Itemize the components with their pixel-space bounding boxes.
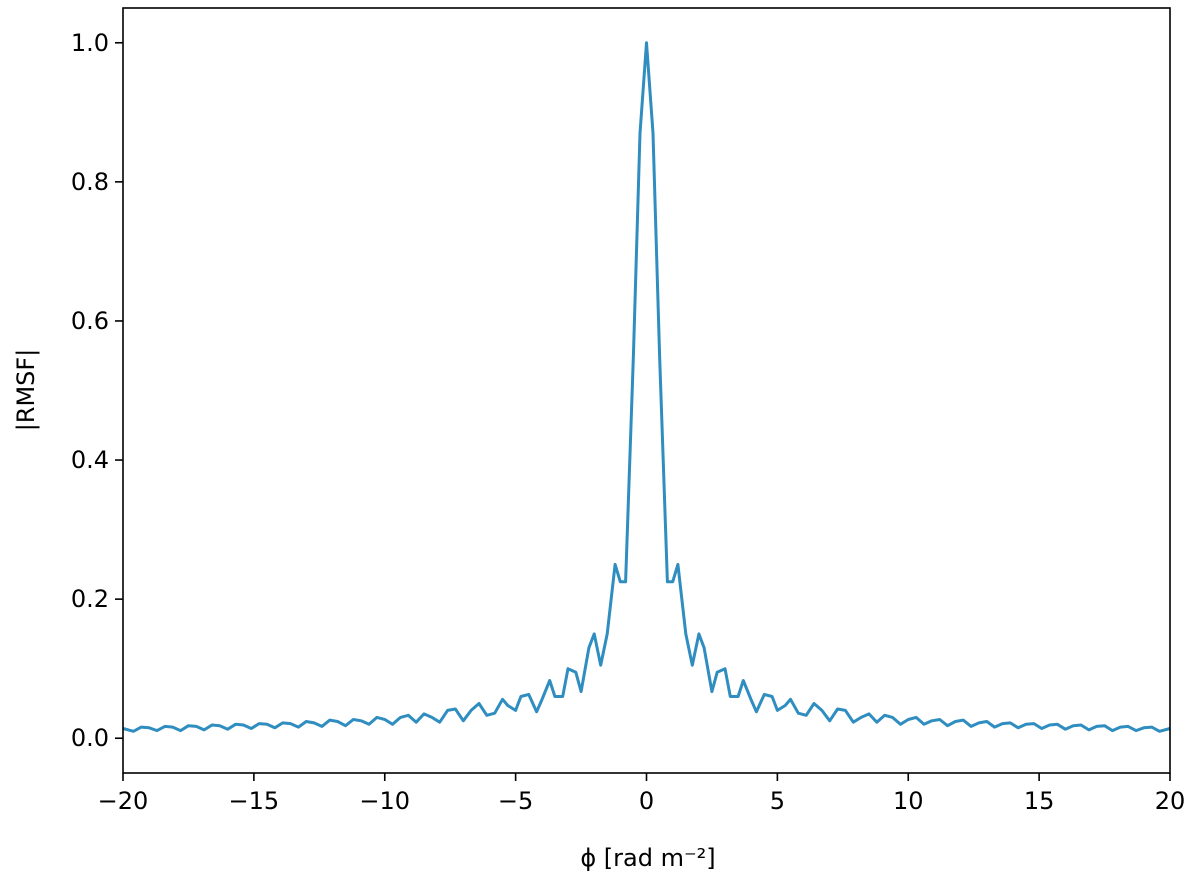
x-tick-label: 5	[770, 787, 785, 815]
x-tick-label: 15	[1024, 787, 1055, 815]
y-tick-label: 1.0	[71, 29, 109, 57]
y-tick-label: 0.8	[71, 168, 109, 196]
y-tick-label: 0.4	[71, 446, 109, 474]
y-tick-label: 0.6	[71, 307, 109, 335]
y-tick-label: 0.0	[71, 724, 109, 752]
rmsf-series-line	[122, 41, 1171, 733]
x-tick-label: −20	[98, 787, 149, 815]
y-tick-label: 0.2	[71, 585, 109, 613]
x-tick-label: −5	[498, 787, 533, 815]
x-axis-label: ϕ [rad m⁻²]	[580, 844, 715, 872]
x-axis-ticks: −20 −15 −10 −5 0 5 10 15 20	[98, 773, 1186, 815]
x-tick-label: −15	[229, 787, 280, 815]
axes-frame	[122, 7, 1171, 774]
x-tick-label: −10	[359, 787, 410, 815]
plot-area	[122, 7, 1171, 774]
y-axis-label: |RMSF|	[12, 349, 40, 432]
x-tick-label: 0	[639, 787, 654, 815]
y-axis-ticks: 0.0 0.2 0.4 0.6 0.8 1.0	[71, 29, 123, 752]
x-tick-label: 10	[893, 787, 924, 815]
x-tick-label: 20	[1155, 787, 1186, 815]
